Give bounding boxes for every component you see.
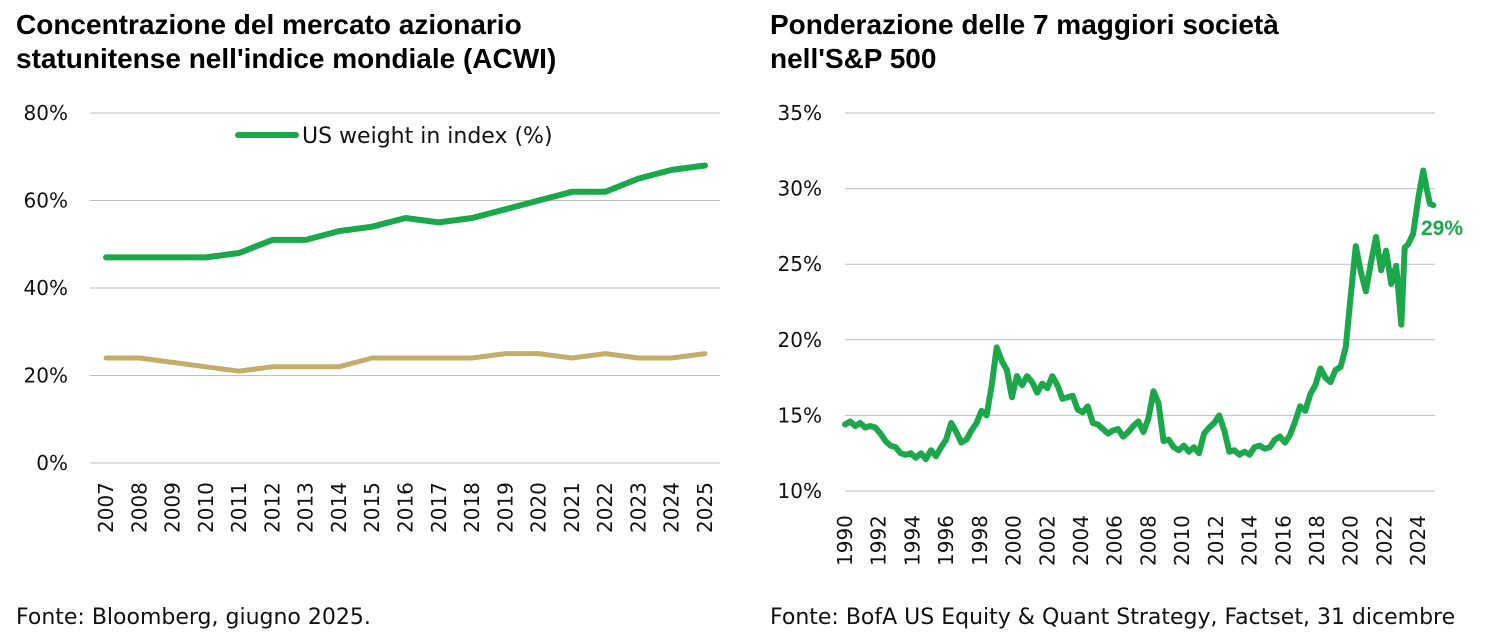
right-x-tick-label: 2004	[1069, 515, 1093, 566]
right-source-note: Fonte: BofA US Equity & Quant Strategy, …	[770, 605, 1456, 630]
left-y-tick-label: 20%	[24, 364, 68, 388]
left-title-line2: statunitense nell'indice mondiale (ACWI)	[16, 43, 557, 74]
left-x-tick-label: 2016	[394, 482, 418, 533]
right-y-tick-label: 30%	[778, 177, 822, 201]
right-chart-title: Ponderazione delle 7 maggiori società ne…	[770, 8, 1490, 76]
left-x-tick-label: 2025	[693, 482, 717, 533]
left-source-note: Fonte: Bloomberg, giugno 2025.	[16, 605, 371, 630]
left-series-us-weight-line	[103, 162, 708, 261]
right-y-tick-label: 20%	[778, 328, 822, 352]
left-title-line1: Concentrazione del mercato azionario	[16, 9, 522, 40]
left-x-tick-label: 2019	[493, 482, 517, 533]
right-x-tick-label: 1992	[867, 515, 891, 566]
left-x-tick-label: 2015	[360, 482, 384, 533]
right-x-tick-label: 1990	[833, 515, 857, 566]
right-x-tick-label: 2020	[1339, 515, 1363, 566]
left-x-tick-label: 2007	[94, 482, 118, 533]
left-chart: 0% 20% 40% 60% 80% 2007 2008 2009 2010 2011 2012 20…	[24, 101, 720, 533]
left-x-tick-label: 2021	[560, 482, 584, 533]
right-x-tick-label: 2000	[1002, 515, 1026, 566]
left-series-secondary-line	[103, 351, 708, 374]
right-x-tick-label: 2010	[1170, 515, 1194, 566]
right-chart: 10% 15% 20% 25% 30% 35% 1990 1992 1994 1996 1998 20…	[778, 101, 1464, 566]
right-y-tick-label: 35%	[778, 101, 822, 125]
right-x-tick-label: 2022	[1372, 515, 1396, 566]
left-y-tick-label: 40%	[24, 276, 68, 300]
right-annotation-label: 29%	[1421, 217, 1463, 240]
left-x-tick-label: 2008	[127, 482, 151, 533]
left-x-tick-label: 2010	[194, 482, 218, 533]
right-x-tick-label: 1996	[934, 515, 958, 566]
right-x-tick-label: 2016	[1271, 515, 1295, 566]
right-x-tick-label: 1994	[900, 515, 924, 566]
left-x-tick-label: 2018	[460, 482, 484, 533]
right-x-tick-label: 2006	[1103, 515, 1127, 566]
left-x-tick-label: 2011	[227, 482, 251, 533]
right-x-tick-label: 2002	[1035, 515, 1059, 566]
left-x-tick-label: 2023	[626, 482, 650, 533]
right-x-tick-label: 2024	[1406, 515, 1430, 566]
left-chart-title: Concentrazione del mercato azionario sta…	[16, 8, 736, 76]
left-x-tick-label: 2012	[260, 482, 284, 533]
left-x-tick-label: 2013	[294, 482, 318, 533]
right-series-top7-line	[842, 167, 1437, 463]
right-x-tick-label: 2014	[1238, 515, 1262, 566]
left-x-tick-label: 2024	[660, 482, 684, 533]
left-y-tick-label: 0%	[36, 451, 68, 475]
right-x-tick-label: 2008	[1136, 515, 1160, 566]
right-title-line1: Ponderazione delle 7 maggiori società	[770, 9, 1279, 40]
left-y-tick-label: 80%	[24, 101, 68, 125]
right-y-tick-label: 15%	[778, 403, 822, 427]
right-x-tick-label: 1998	[968, 515, 992, 566]
right-x-tick-label: 2012	[1204, 515, 1228, 566]
left-legend-label: US weight in index (%)	[302, 124, 553, 149]
left-y-tick-label: 60%	[24, 189, 68, 213]
left-x-tick-label: 2022	[593, 482, 617, 533]
right-x-tick-label: 2018	[1305, 515, 1329, 566]
right-title-line2: nell'S&P 500	[770, 43, 937, 74]
left-x-tick-label: 2020	[527, 482, 551, 533]
left-x-tick-label: 2017	[427, 482, 451, 533]
right-y-tick-label: 25%	[778, 252, 822, 276]
left-x-tick-label: 2009	[161, 482, 185, 533]
right-y-tick-label: 10%	[778, 479, 822, 503]
left-x-tick-label: 2014	[327, 482, 351, 533]
